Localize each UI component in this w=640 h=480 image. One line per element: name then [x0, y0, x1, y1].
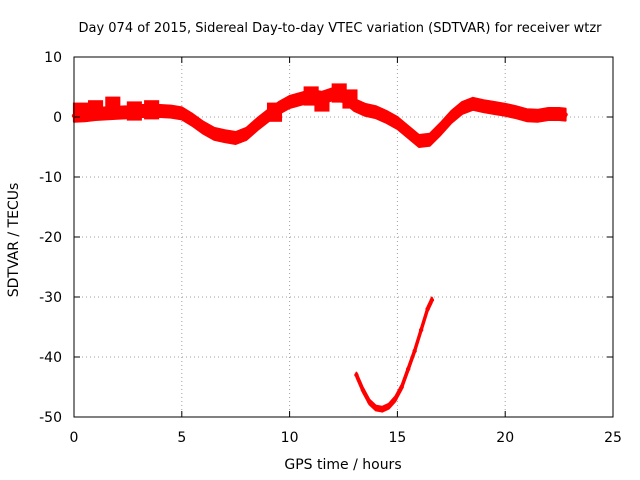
data-point [342, 89, 358, 109]
data-point [298, 96, 303, 102]
data-point [524, 113, 529, 118]
x-tick-label: 10 [281, 430, 299, 446]
data-point [556, 111, 562, 117]
data-point [244, 131, 249, 136]
data-point [405, 366, 411, 372]
data-point [211, 131, 217, 136]
data-point [412, 348, 417, 354]
data-point [233, 135, 238, 141]
y-axis-label: SDTVAR / TECUs [6, 183, 22, 298]
data-point [405, 129, 411, 135]
data-point [362, 107, 368, 113]
data-point [481, 104, 486, 109]
data-point [563, 112, 568, 117]
data-point [88, 100, 104, 120]
data-point [459, 105, 465, 111]
data-point [201, 125, 206, 130]
y-tick-label: 0 [53, 110, 62, 126]
data-point [314, 92, 330, 112]
data-point [449, 114, 454, 120]
data-point [360, 387, 366, 393]
data-point [503, 107, 508, 113]
data-point [399, 384, 404, 390]
data-point [535, 113, 540, 119]
data-point [179, 111, 184, 116]
data-point [354, 372, 359, 378]
data-point [367, 399, 372, 405]
data-point [427, 137, 432, 142]
x-tick-label: 20 [496, 430, 514, 446]
x-axis: 0 5 10 15 20 25 [70, 57, 622, 446]
data-point [386, 404, 391, 409]
data-point [492, 105, 497, 111]
data-point [513, 110, 519, 115]
data-point [418, 327, 424, 333]
y-tick-label: -30 [39, 290, 62, 306]
series-scatter-blobs [72, 83, 358, 122]
y-tick-label: -10 [39, 170, 62, 186]
data-point [470, 101, 476, 107]
y-axis: -50 -40 -30 -20 -10 0 10 [39, 50, 613, 426]
data-point [72, 102, 89, 122]
x-tick-label: 5 [177, 430, 186, 446]
data-point [255, 122, 260, 127]
data-point [384, 114, 389, 120]
x-tick-label: 0 [70, 430, 79, 446]
x-tick-label: 15 [388, 430, 406, 446]
x-axis-label: GPS time / hours [284, 457, 401, 473]
data-point [168, 109, 174, 114]
data-point [373, 110, 379, 115]
data-point [190, 117, 195, 123]
data-marks [71, 83, 568, 413]
y-tick-label: -50 [39, 410, 62, 426]
data-point [393, 396, 398, 402]
data-point [416, 138, 422, 144]
y-tick-label: -40 [39, 350, 62, 366]
series-dip-track [354, 296, 435, 413]
data-point [105, 96, 121, 116]
data-point [438, 126, 443, 132]
series-band [355, 296, 433, 413]
data-point [373, 405, 379, 411]
y-tick-label: 10 [44, 50, 62, 66]
data-point [287, 99, 292, 105]
data-point [144, 100, 160, 120]
data-point [395, 120, 400, 126]
data-point [429, 297, 435, 303]
data-point [546, 111, 551, 117]
chart-title: Day 074 of 2015, Sidereal Day-to-day VTE… [78, 21, 602, 36]
data-point [222, 134, 228, 139]
series-band [73, 87, 567, 148]
data-point [266, 102, 283, 122]
data-point [425, 306, 430, 312]
data-point [126, 101, 142, 121]
x-tick-label: 25 [604, 430, 622, 446]
data-point [380, 407, 385, 412]
y-tick-label: -20 [39, 230, 62, 246]
